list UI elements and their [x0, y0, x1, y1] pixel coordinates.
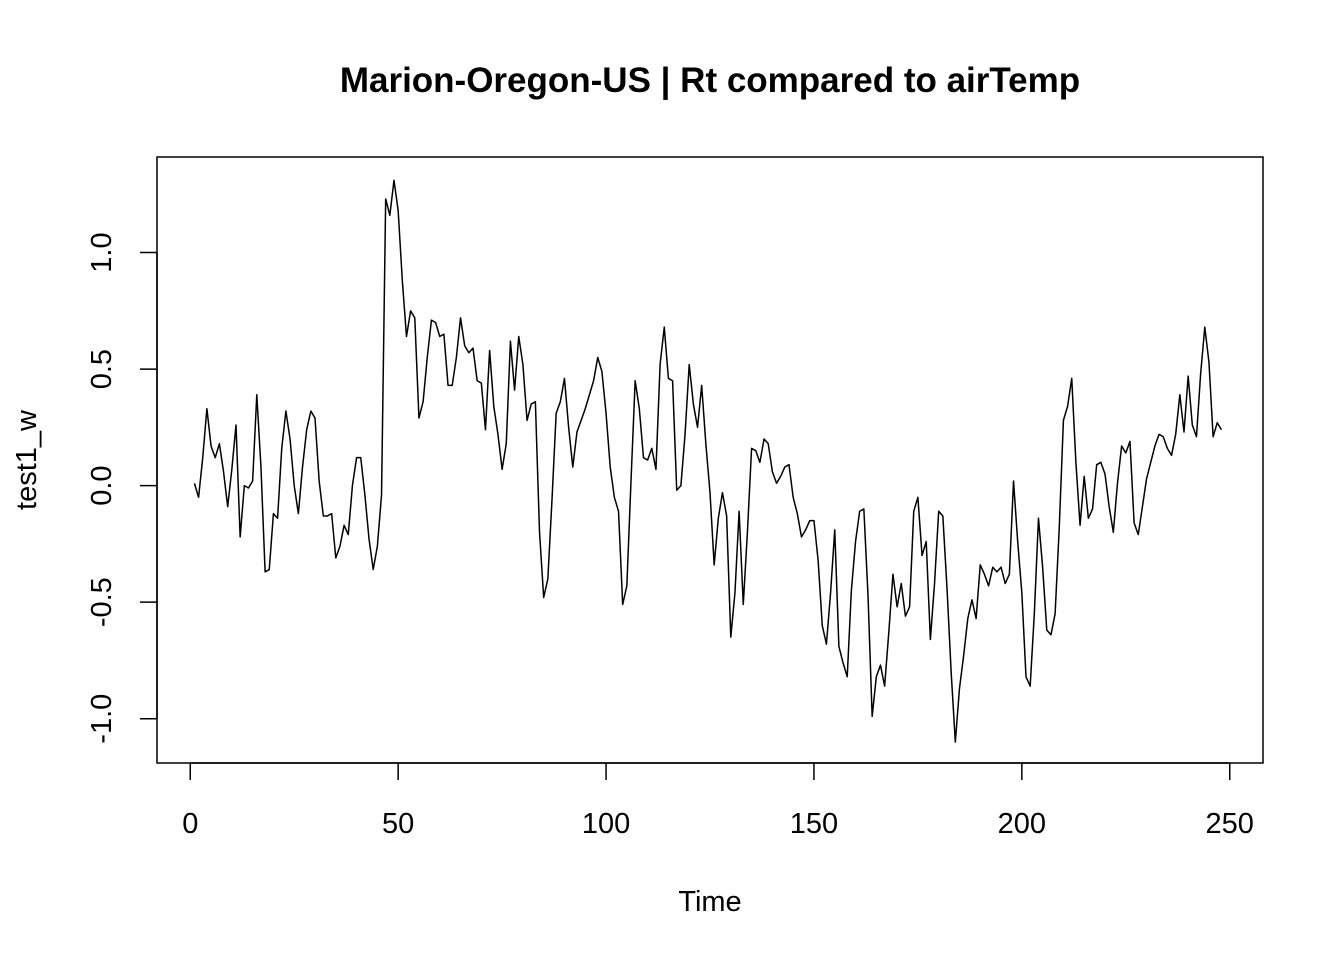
chart-title: Marion-Oregon-US | Rt compared to airTem… — [340, 61, 1080, 100]
x-tick-label: 0 — [182, 808, 198, 840]
y-tick-label: -1.0 — [86, 694, 118, 744]
y-axis-label: test1_w — [11, 409, 43, 510]
plot-frame — [156, 156, 1264, 764]
y-tick-label: 0.5 — [86, 349, 118, 389]
x-tick-label: 50 — [382, 808, 414, 840]
y-tick-label: 1.0 — [86, 232, 118, 272]
series-layer — [193, 179, 1223, 743]
x-axis-label: Time — [678, 886, 741, 918]
x-axis: 0 50 100 150 200 250 — [182, 762, 1254, 840]
series-line-test1_w — [193, 179, 1223, 743]
x-tick-label: 200 — [998, 808, 1046, 840]
x-tick-label: 150 — [790, 808, 838, 840]
x-tick-label: 250 — [1206, 808, 1254, 840]
y-tick-label: 0.0 — [86, 465, 118, 505]
y-tick-label: -0.5 — [86, 577, 118, 627]
y-axis: -1.0 -0.5 0.0 0.5 1.0 — [86, 232, 158, 744]
x-tick-label: 100 — [582, 808, 630, 840]
